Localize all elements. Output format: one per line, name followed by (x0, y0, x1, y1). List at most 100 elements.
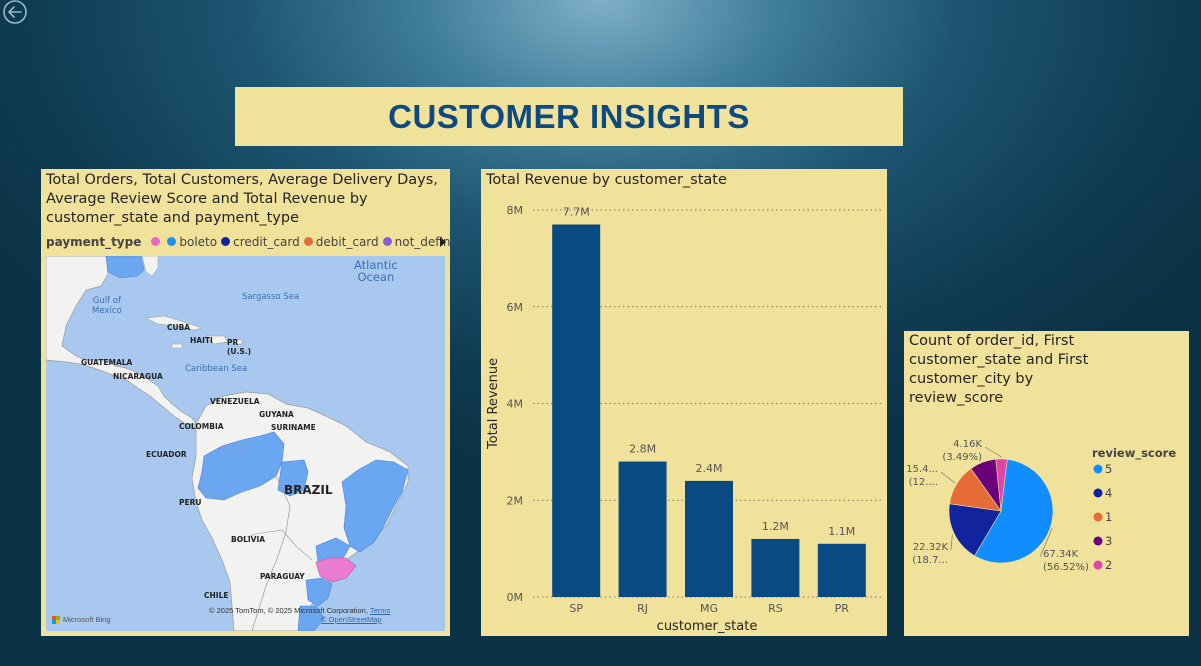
pie-legend-title: review_score (1092, 446, 1176, 461)
x-tick-label: PR (835, 602, 850, 615)
map-legend: payment_type boleto credit_card debit_ca… (46, 235, 462, 249)
microsoft-logo-icon (52, 615, 60, 624)
bar[interactable] (685, 480, 733, 597)
map-label: Atlantic Ocean (354, 258, 398, 284)
map-legend-item[interactable]: boleto (163, 235, 217, 249)
map-visual[interactable]: Total Orders, Total Customers, Average D… (41, 169, 462, 636)
legend-dot-icon (1093, 536, 1103, 546)
legend-dot-icon (221, 237, 231, 246)
pie-slice[interactable] (948, 503, 1002, 557)
data-label: 7.7M (563, 206, 590, 219)
leader-line (950, 534, 953, 551)
pie-slice[interactable] (974, 459, 1054, 564)
map-label: GUATEMALA (81, 358, 133, 367)
bing-text: Microsoft Bing (63, 615, 111, 624)
bing-logo: Microsoft Bing (52, 615, 111, 624)
map-legend-item[interactable]: not_defin... (379, 235, 462, 249)
map-label: VENEZUELA (210, 397, 260, 406)
legend-dot-icon (151, 237, 161, 246)
map-legend-item[interactable]: credit_card (217, 235, 300, 249)
map-copyright: © 2025 TomTom, © 2025 Microsoft Corporat… (209, 606, 390, 624)
bar-chart-title: Total Revenue by customer_state (486, 172, 727, 188)
leader-line (984, 446, 1002, 458)
data-label: 2.8M (629, 443, 656, 456)
map-visual-title: Total Orders, Total Customers, Average D… (46, 172, 438, 226)
bar-chart-svg: 0M 2M 4M 6M 8M 7.7M SP 2.8M RJ 2.4M MG 1.2M RS 1.1M PR… (486, 204, 881, 634)
bar[interactable] (552, 224, 601, 597)
data-label: 1.1M (828, 525, 855, 538)
legend-dot-icon (1093, 512, 1103, 522)
map-basemap (46, 256, 409, 631)
map-label: BOLIVIA (231, 535, 266, 544)
back-button[interactable] (2, 0, 28, 26)
data-label: 2.4M (696, 462, 723, 475)
page-title: CUSTOMER INSIGHTS (388, 97, 750, 135)
map-legend-item[interactable] (147, 235, 163, 249)
y-tick-label: 8M (507, 204, 524, 217)
leader-line (1039, 528, 1053, 558)
bar[interactable] (751, 538, 800, 597)
map-label: BRAZIL (284, 483, 333, 497)
bar[interactable] (817, 543, 866, 597)
pie-chart-svg: 67.34K (56.52%) 22.32K (18.7... 15.4... (12..… (906, 439, 1176, 573)
legend-label: debit_card (315, 235, 379, 249)
legend-dot-icon (1093, 560, 1103, 570)
legend-dot-icon (382, 237, 392, 246)
map-label: CUBA (167, 323, 191, 332)
x-tick-label: SP (569, 602, 583, 615)
map-label: SURINAME (271, 423, 316, 432)
map-label: Gulf of Mexico (92, 296, 122, 316)
legend-dot-icon (167, 237, 177, 246)
map-label: COLOMBIA (179, 422, 224, 431)
review-score-pie-chart[interactable]: Count of order_id, First customer_state … (904, 331, 1189, 636)
pie-legend-label[interactable]: 2 (1105, 558, 1112, 572)
y-tick-label: 4M (507, 398, 524, 411)
legend-label: boleto (179, 235, 218, 249)
back-arrow-icon (3, 0, 27, 24)
y-tick-label: 6M (507, 301, 524, 314)
x-tick-label: MG (700, 602, 718, 615)
x-tick-label: RJ (637, 602, 648, 615)
y-tick-label: 0M (507, 591, 524, 604)
map-label: ECUADOR (146, 450, 187, 459)
slice-value-label: 22.32K (913, 542, 949, 553)
slice-value-label: 67.34K (1043, 549, 1079, 560)
map-label: NICARAGUA (113, 372, 163, 381)
map-legend-item[interactable]: debit_card (300, 235, 379, 249)
y-axis-title: Total Revenue (486, 358, 501, 450)
map-label: CHILE (204, 591, 229, 600)
page-title-banner: CUSTOMER INSIGHTS (235, 87, 903, 146)
pie-legend-label[interactable]: 4 (1105, 486, 1112, 500)
map-label: GUYANA (259, 410, 294, 419)
pie-legend-label[interactable]: 5 (1105, 462, 1112, 476)
legend-dot-icon (1093, 488, 1103, 498)
pie-chart-title: Count of order_id, First customer_state … (909, 333, 1089, 406)
revenue-bar-chart[interactable]: Total Revenue by customer_state 0M 2M 4M 6M… (481, 169, 887, 636)
osm-link[interactable]: © OpenStreetMap (321, 615, 382, 624)
slice-pct-label: (3.49%) (942, 452, 982, 463)
slice-pct-label: (56.52%) (1043, 562, 1089, 573)
pie-legend-label[interactable]: 3 (1105, 534, 1112, 548)
x-axis-title: customer_state (657, 619, 758, 634)
bar[interactable] (618, 461, 667, 597)
slice-value-label: 4.16K (953, 439, 982, 450)
leader-line (940, 471, 956, 484)
map-label: PR (U.S.) (227, 338, 252, 356)
x-tick-label: RS (768, 602, 783, 615)
pie-slice[interactable] (995, 458, 1008, 512)
pie-legend-label[interactable]: 1 (1105, 510, 1112, 524)
data-label: 1.2M (762, 520, 789, 533)
slice-pct-label: (18.7... (912, 555, 948, 566)
legend-label: credit_card (233, 235, 300, 249)
legend-dot-icon (303, 237, 313, 246)
map-label: Caribbean Sea (185, 364, 248, 374)
map-canvas[interactable]: Atlantic Ocean Gulf of Mexico Sargasso S… (46, 256, 445, 631)
terms-link[interactable]: Terms (369, 606, 391, 615)
copyright-text: © 2025 TomTom, © 2025 Microsoft Corporat… (209, 606, 368, 615)
legend-label: not_defin... (394, 235, 462, 249)
legend-scroll-right-icon[interactable] (440, 237, 446, 247)
map-label: HAITI (190, 336, 213, 345)
slice-pct-label: (12.... (909, 477, 938, 488)
slice-value-label: 15.4... (906, 464, 938, 475)
map-label: Sargasso Sea (242, 292, 300, 302)
